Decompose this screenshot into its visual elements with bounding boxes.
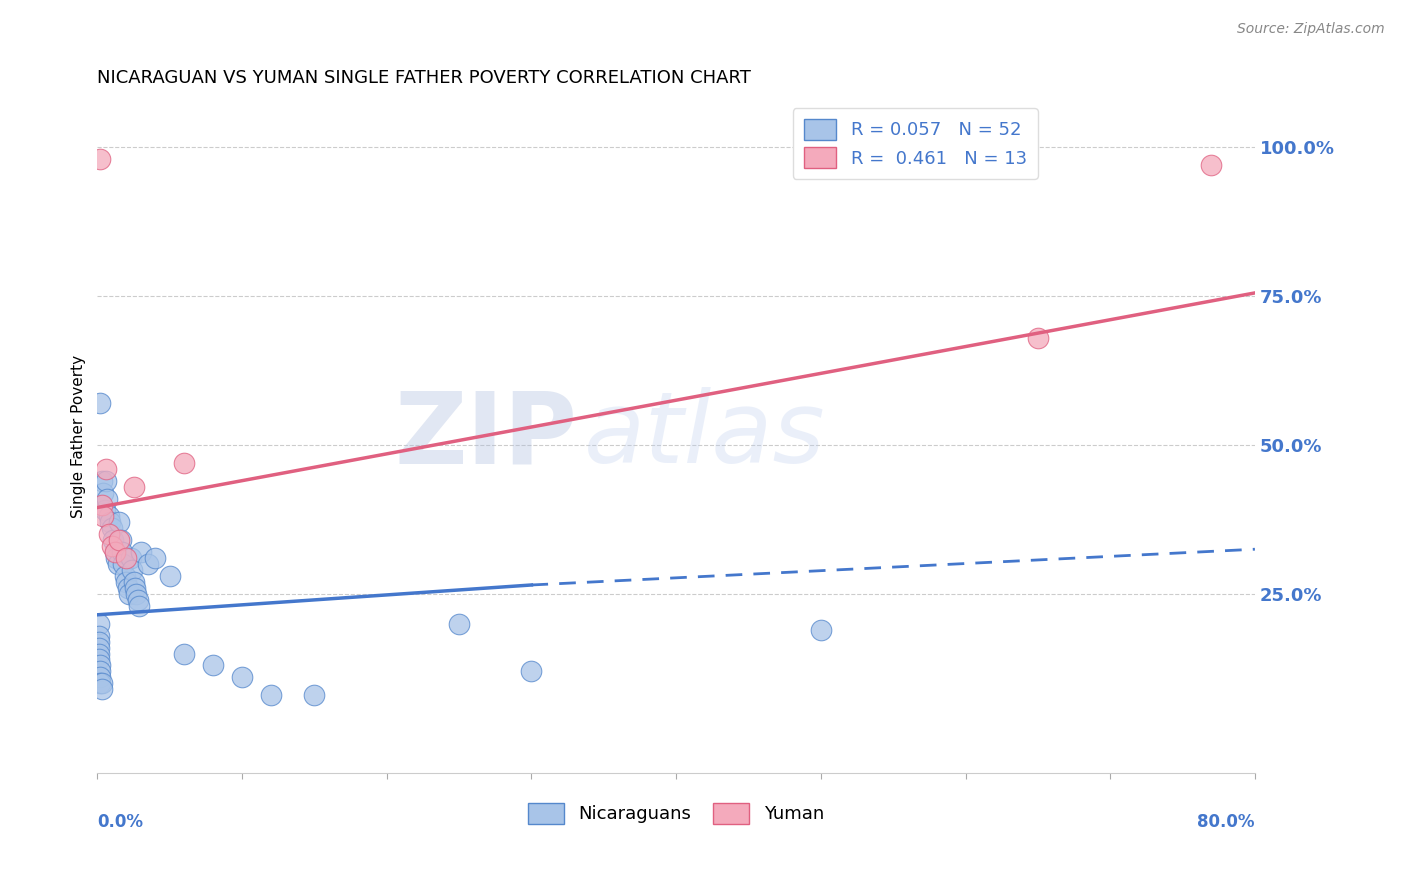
Point: [91, 485, 114, 500]
Legend: Nicaraguans, Yuman: Nicaraguans, Yuman: [522, 796, 831, 831]
Point: [103, 533, 125, 548]
Point: [89, 670, 111, 684]
Point: [89, 665, 111, 679]
Point: [93, 503, 115, 517]
Point: [87, 629, 110, 643]
Point: [94, 462, 117, 476]
Point: [449, 616, 471, 631]
Point: [96, 491, 118, 506]
Point: [129, 545, 152, 559]
Text: NICARAGUAN VS YUMAN SINGLE FATHER POVERTY CORRELATION CHART: NICARAGUAN VS YUMAN SINGLE FATHER POVERT…: [97, 69, 751, 87]
Point: [105, 551, 128, 566]
Point: [122, 574, 145, 589]
Point: [100, 516, 122, 530]
Point: [87, 616, 110, 631]
Point: [117, 581, 139, 595]
Point: [810, 623, 832, 637]
Point: [87, 652, 110, 666]
Text: atlas: atlas: [583, 387, 825, 484]
Text: 80.0%: 80.0%: [1198, 814, 1256, 831]
Point: [90, 676, 112, 690]
Point: [260, 688, 283, 702]
Point: [231, 670, 253, 684]
Point: [97, 509, 120, 524]
Point: [89, 658, 111, 673]
Point: [115, 574, 138, 589]
Point: [89, 396, 111, 410]
Point: [120, 551, 142, 566]
Point: [159, 569, 181, 583]
Point: [90, 474, 112, 488]
Point: [101, 521, 124, 535]
Point: [304, 688, 326, 702]
Point: [125, 587, 148, 601]
Point: [202, 658, 225, 673]
Point: [124, 581, 146, 595]
Point: [127, 593, 149, 607]
Point: [90, 498, 112, 512]
Point: [104, 545, 127, 559]
Point: [122, 480, 145, 494]
Point: [89, 676, 111, 690]
Point: [1026, 330, 1049, 344]
Point: [143, 551, 166, 566]
Point: [112, 557, 135, 571]
Text: ZIP: ZIP: [395, 387, 578, 484]
Point: [111, 545, 134, 559]
Point: [87, 634, 110, 648]
Point: [89, 152, 111, 166]
Point: [94, 474, 117, 488]
Point: [97, 527, 120, 541]
Point: [118, 587, 141, 601]
Point: [173, 647, 195, 661]
Point: [107, 557, 129, 571]
Point: [104, 545, 127, 559]
Point: [101, 539, 124, 553]
Point: [90, 682, 112, 697]
Point: [121, 563, 143, 577]
Point: [110, 533, 132, 548]
Y-axis label: Single Father Poverty: Single Father Poverty: [72, 354, 86, 517]
Point: [128, 599, 150, 613]
Point: [136, 557, 159, 571]
Point: [520, 665, 543, 679]
Point: [114, 569, 136, 583]
Point: [1201, 158, 1223, 172]
Text: Source: ZipAtlas.com: Source: ZipAtlas.com: [1237, 22, 1385, 37]
Point: [173, 456, 195, 470]
Point: [87, 647, 110, 661]
Point: [108, 533, 131, 548]
Point: [115, 551, 138, 566]
Point: [108, 516, 131, 530]
Point: [87, 640, 110, 655]
Text: 0.0%: 0.0%: [97, 814, 143, 831]
Point: [91, 509, 114, 524]
